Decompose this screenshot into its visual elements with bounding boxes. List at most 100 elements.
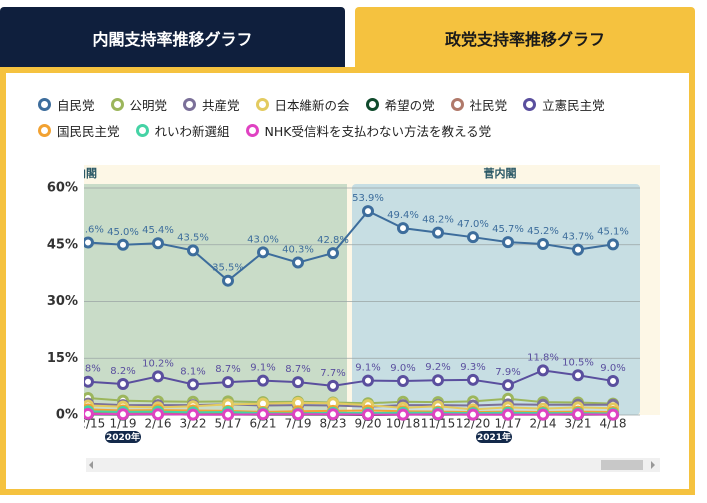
legend-item[interactable]: れいわ新選組: [135, 121, 230, 139]
data-point: [607, 408, 619, 421]
data-label: 7.7%: [320, 368, 345, 379]
legend-item[interactable]: NHK受信料を支払わない方法を教える党: [245, 121, 491, 139]
data-point: [537, 364, 549, 377]
legend-marker: [183, 97, 197, 111]
legend-label: 公明党: [129, 97, 168, 113]
series-line: [87, 209, 614, 282]
year-badge: [105, 431, 141, 443]
legend-item[interactable]: 社民党: [450, 95, 508, 113]
x-tick-label: 5/17: [215, 417, 242, 431]
data-label: 8.7%: [215, 364, 240, 375]
data-label: 9.0%: [390, 363, 415, 374]
data-point: [117, 238, 129, 251]
data-point: [397, 374, 409, 387]
x-tick-label: 1/17: [495, 417, 522, 431]
data-label: 48.2%: [422, 215, 454, 226]
data-label: 8.1%: [180, 366, 205, 377]
data-point: [467, 373, 479, 386]
data-point: [327, 379, 339, 392]
data-point: [152, 408, 164, 421]
legend-marker: [245, 123, 259, 137]
legend-label: 社民党: [469, 97, 508, 113]
legend-label: 立憲民主党: [542, 97, 605, 113]
data-point: [362, 374, 374, 387]
scrollbar-thumb[interactable]: [601, 460, 643, 470]
series-line: [87, 410, 614, 415]
legend-item[interactable]: 希望の党: [365, 95, 435, 113]
legend: 自民党 公明党 共産党 日本維新の会 希望の党 社民党 立憲民主党国民民主党 れいわ新選組 NH…: [38, 95, 658, 139]
data-point: [292, 376, 304, 389]
legend-item[interactable]: 立憲民主党: [523, 95, 605, 113]
data-point: [607, 238, 619, 251]
series-line: [87, 369, 614, 387]
series-line: [87, 412, 614, 416]
data-label: 9.1%: [355, 363, 380, 374]
legend-item[interactable]: 国民民主党: [38, 121, 120, 139]
data-label: 9.1%: [250, 363, 275, 374]
data-point: [222, 274, 234, 287]
data-point: [117, 408, 129, 421]
data-label: 45.6%: [72, 224, 104, 235]
data-label: 45.0%: [107, 227, 139, 238]
legend-marker: [523, 97, 537, 111]
data-label: 42.8%: [317, 235, 349, 246]
data-point: [327, 408, 339, 421]
legend-item[interactable]: 共産党: [183, 95, 240, 113]
data-label: 43.5%: [177, 232, 209, 243]
data-point: [84, 236, 94, 249]
legend-item[interactable]: 自民党: [38, 95, 95, 113]
data-point: [432, 226, 444, 239]
data-point: [397, 222, 409, 235]
y-tick-label: 45%: [47, 237, 78, 252]
data-point: [572, 408, 584, 421]
period-label: 安倍内閣: [53, 166, 97, 180]
x-tick-label: 10/18: [386, 417, 421, 431]
year-badge: [476, 431, 512, 443]
data-point: [607, 374, 619, 387]
tab[interactable]: 政党支持率推移グラフ: [355, 7, 695, 69]
legend-marker: [135, 123, 149, 137]
data-point: [502, 408, 514, 421]
legend-marker: [38, 123, 51, 137]
x-tick-label: 8/23: [320, 417, 347, 431]
data-label: 43.0%: [247, 234, 279, 245]
scroll-left[interactable]: [89, 461, 93, 469]
scroll-right[interactable]: [651, 461, 655, 469]
legend-item[interactable]: 日本維新の会: [255, 95, 350, 113]
y-tick-label: 15%: [47, 351, 78, 366]
x-tick-label: 3/21: [565, 417, 592, 431]
year-label: 2020年: [106, 431, 140, 443]
x-tick-label: 9/20: [355, 417, 382, 431]
scrollbar[interactable]: [86, 458, 660, 472]
tab[interactable]: 内閣支持率推移グラフ: [0, 7, 345, 69]
series-line: [87, 408, 614, 413]
legend-label: 希望の党: [384, 97, 435, 113]
y-tick-label: 60%: [47, 181, 78, 196]
data-point: [537, 408, 549, 421]
series-line: [87, 402, 613, 408]
data-label: 9.3%: [460, 362, 485, 373]
data-point: [432, 374, 444, 387]
data-label: 7.9%: [495, 367, 520, 378]
data-point: [572, 243, 584, 256]
data-label: 9.0%: [600, 363, 625, 374]
data-label: 45.2%: [527, 226, 559, 237]
data-point: [222, 376, 234, 389]
x-tick-label: 4/18: [600, 417, 627, 431]
legend-marker: [255, 97, 269, 111]
data-label: 53.9%: [352, 193, 384, 204]
data-label: 43.7%: [562, 232, 594, 243]
data-label: 8.8%: [75, 364, 100, 375]
data-label: 45.7%: [492, 224, 524, 235]
legend-label: 日本維新の会: [274, 97, 350, 113]
data-point: [292, 256, 304, 269]
data-point: [467, 408, 479, 421]
y-tick-label: 0%: [56, 408, 78, 423]
data-point: [187, 244, 199, 257]
data-point: [257, 246, 269, 259]
legend-item[interactable]: 公明党: [110, 95, 168, 113]
data-point: [152, 370, 164, 383]
data-label: 35.5%: [212, 263, 244, 274]
x-tick-label: 3/22: [180, 417, 207, 431]
